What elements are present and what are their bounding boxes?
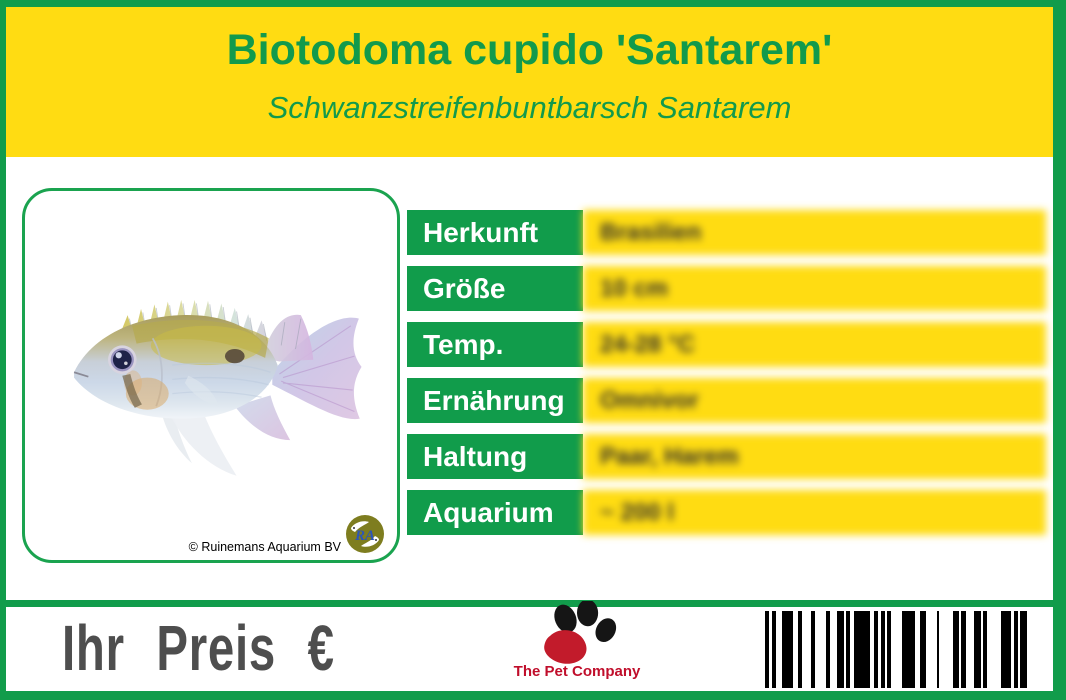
barcode-bar: [974, 611, 981, 688]
row-value-temp: 24-28 °C: [583, 322, 1046, 367]
fish-pectoral-fin: [184, 375, 219, 407]
barcode-bar: [961, 611, 966, 688]
ruinemans-aquarium-logo: RA: [346, 515, 384, 553]
photo-credit: © Ruinemans Aquarium BV: [188, 540, 341, 554]
table-row: Herkunft Brasilien: [407, 210, 1046, 255]
pet-company-name: The Pet Company: [513, 663, 641, 680]
barcode-bar: [782, 611, 794, 688]
table-row: Aquarium ~ 200 l: [407, 490, 1046, 535]
barcode-bar: [952, 611, 960, 688]
row-value-haltung: Paar, Harem: [583, 434, 1046, 479]
row-value-groesse: 10 cm: [583, 266, 1046, 311]
row-value-herkunft: Brasilien: [583, 210, 1046, 255]
fish-photo: [73, 299, 362, 476]
barcode-space: [815, 611, 826, 688]
barcode-bar: [880, 611, 885, 688]
fish-tail-fin: [272, 317, 362, 420]
row-label-herkunft: Herkunft: [407, 210, 583, 255]
barcode-bar: [1020, 611, 1027, 688]
row-label-groesse: Größe: [407, 266, 583, 311]
row-label-haltung: Haltung: [407, 434, 583, 479]
table-row: Temp. 24-28 °C: [407, 322, 1046, 367]
species-title: Biotodoma cupido 'Santarem': [226, 26, 833, 74]
barcode-bar: [887, 611, 892, 688]
barcode-bar: [983, 611, 988, 688]
header: Biotodoma cupido 'Santarem' Schwanzstrei…: [6, 7, 1053, 157]
barcode-space: [939, 611, 952, 688]
barcode-space: [966, 611, 975, 688]
table-row: Größe 10 cm: [407, 266, 1046, 311]
barcode-space: [926, 611, 937, 688]
row-label-aquarium: Aquarium: [407, 490, 583, 535]
barcode-bar: [826, 611, 831, 688]
price-label: Ihr Preis €: [62, 612, 335, 684]
row-label-temp: Temp.: [407, 322, 583, 367]
barcode-bar: [1000, 611, 1012, 688]
table-row: Haltung Paar, Harem: [407, 434, 1046, 479]
pet-company-logo: The Pet Company: [512, 601, 642, 680]
barcode-space: [891, 611, 902, 688]
fish-pelvic-fin: [161, 413, 192, 464]
row-value-ernaehrung: Omnivor: [583, 378, 1046, 423]
svg-text:RA: RA: [354, 528, 375, 544]
barcode-bar: [836, 611, 844, 688]
row-label-ernaehrung: Ernährung: [407, 378, 583, 423]
row-value-aquarium: ~ 200 l: [583, 490, 1046, 535]
paw-icon: [544, 601, 617, 664]
fish-photo-card: © Ruinemans Aquarium BV RA: [22, 188, 400, 563]
barcode-space: [987, 611, 1000, 688]
footer-divider-line: [6, 600, 1053, 607]
barcode-bar: [797, 611, 803, 688]
barcode-bar: [771, 611, 776, 688]
table-row: Ernährung Omnivor: [407, 378, 1046, 423]
barcode-space: [802, 611, 811, 688]
barcode-bar: [810, 611, 816, 688]
fish-anal-fin: [234, 395, 291, 441]
barcode: [765, 611, 1027, 688]
barcode-bar: [854, 611, 870, 688]
species-info-table: Herkunft Brasilien Größe 10 cm Temp. 24-…: [407, 210, 1046, 546]
barcode-bar: [937, 611, 940, 688]
barcode-bar: [902, 611, 916, 688]
species-common-name: Schwanzstreifenbuntbarsch Santarem: [267, 90, 792, 126]
barcode-bar: [845, 611, 851, 688]
barcode-bar: [919, 611, 927, 688]
barcode-bar: [765, 611, 770, 688]
barcode-bar: [1013, 611, 1018, 688]
barcode-bar: [874, 611, 879, 688]
